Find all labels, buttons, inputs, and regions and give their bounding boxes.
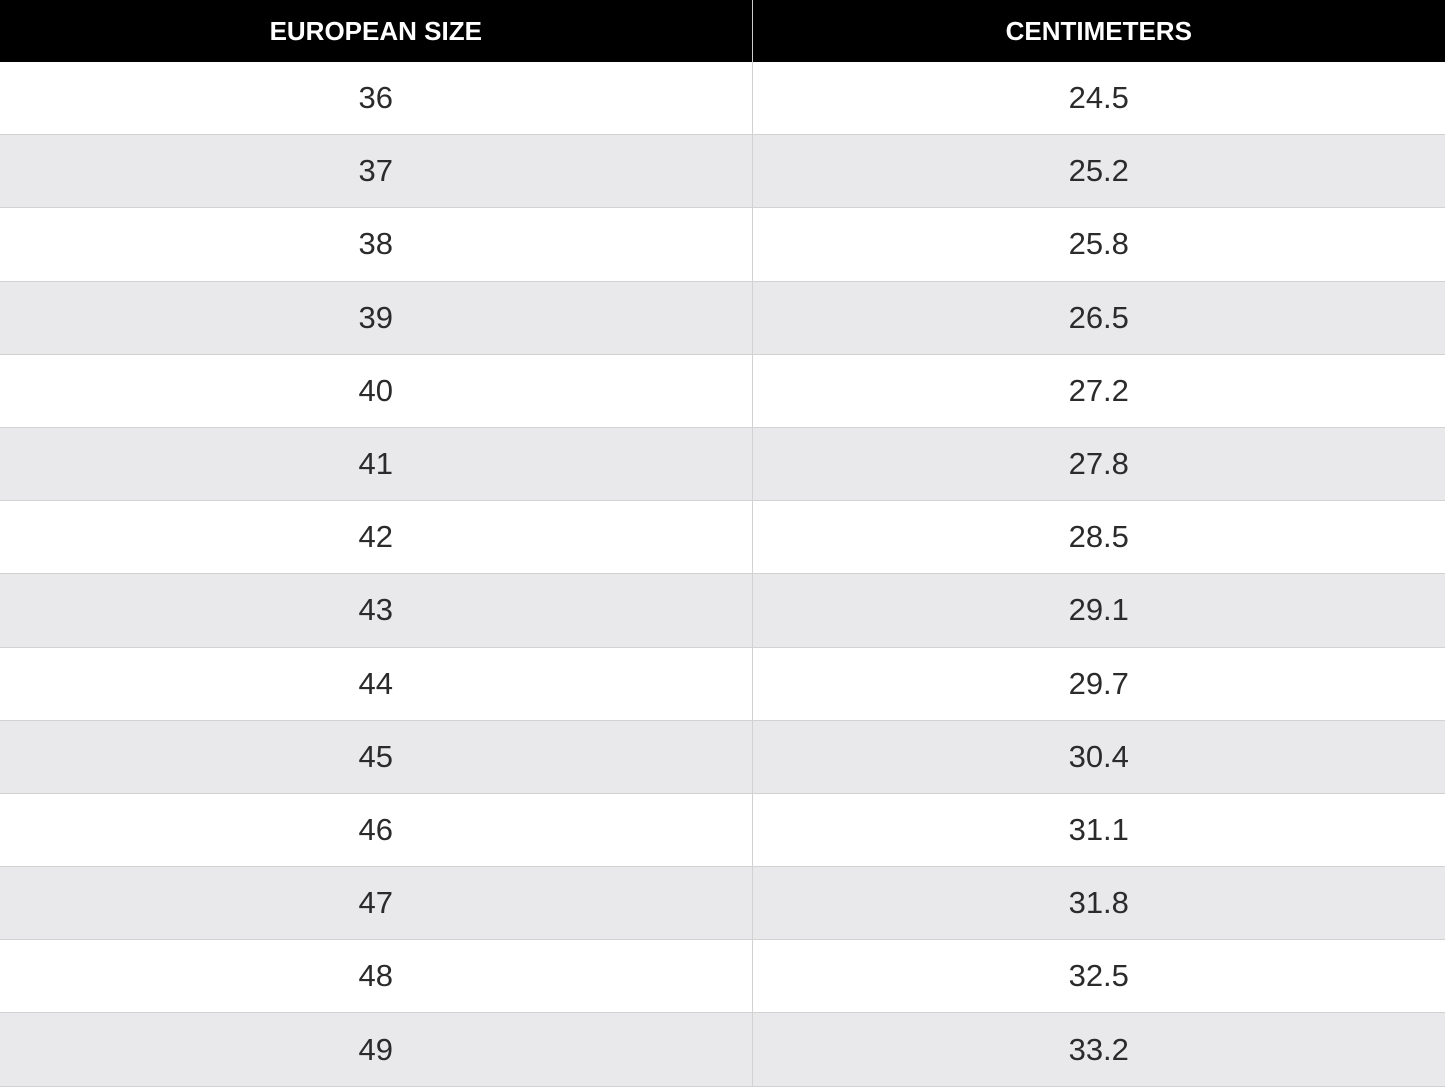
- table-row: 44 29.7: [0, 647, 1445, 721]
- table-body: 36 24.5 37 25.2 38 25.8 39 26.5 40 27.2 41 27.8 42 28…: [0, 62, 1445, 1087]
- table-row: 47 31.8: [0, 866, 1445, 941]
- table-cell: 42: [0, 500, 752, 575]
- table-cell: 39: [0, 281, 752, 355]
- table-row: 43 29.1: [0, 573, 1445, 648]
- table-cell: 31.8: [751, 866, 1445, 941]
- header-cell: EUROPEAN SIZE: [0, 0, 752, 62]
- table-cell: 24.5: [751, 62, 1445, 136]
- header-row: EUROPEAN SIZE CENTIMETERS: [0, 0, 1445, 62]
- table-row: 40 27.2: [0, 354, 1445, 428]
- table-cell: 33.2: [751, 1012, 1445, 1087]
- table-cell: 27.2: [751, 354, 1445, 428]
- table-row: 39 26.5: [0, 281, 1445, 355]
- table-cell: 37: [0, 134, 752, 209]
- table-cell: 36: [0, 62, 752, 136]
- table-row: 45 30.4: [0, 720, 1445, 794]
- table-cell: 44: [0, 647, 752, 721]
- table-cell: 41: [0, 427, 752, 502]
- table-row: 38 25.8: [0, 207, 1445, 282]
- table-cell: 32.5: [751, 939, 1445, 1014]
- table-cell: 49: [0, 1012, 752, 1087]
- table-cell: 28.5: [751, 500, 1445, 575]
- table-cell: 40: [0, 354, 752, 428]
- table-cell: 29.1: [751, 573, 1445, 648]
- table-cell: 26.5: [751, 281, 1445, 355]
- table-row: 37 25.2: [0, 134, 1445, 209]
- table-row: 41 27.8: [0, 427, 1445, 502]
- table-cell: 46: [0, 793, 752, 868]
- table-row: 46 31.1: [0, 793, 1445, 868]
- table-cell: 31.1: [751, 793, 1445, 868]
- table-row: 36 24.5: [0, 62, 1445, 136]
- table-cell: 47: [0, 866, 752, 941]
- table-cell: 45: [0, 720, 752, 794]
- table-cell: 25.8: [751, 207, 1445, 282]
- table-cell: 38: [0, 207, 752, 282]
- table-row: 42 28.5: [0, 500, 1445, 575]
- table-cell: 29.7: [751, 647, 1445, 721]
- table-cell: 48: [0, 939, 752, 1014]
- table-row: 49 33.2: [0, 1012, 1445, 1087]
- table-cell: 30.4: [751, 720, 1445, 794]
- table-cell: 43: [0, 573, 752, 648]
- table-cell: 25.2: [751, 134, 1445, 209]
- table-row: 48 32.5: [0, 939, 1445, 1014]
- header-cell: CENTIMETERS: [751, 0, 1445, 62]
- table-cell: 27.8: [751, 427, 1445, 502]
